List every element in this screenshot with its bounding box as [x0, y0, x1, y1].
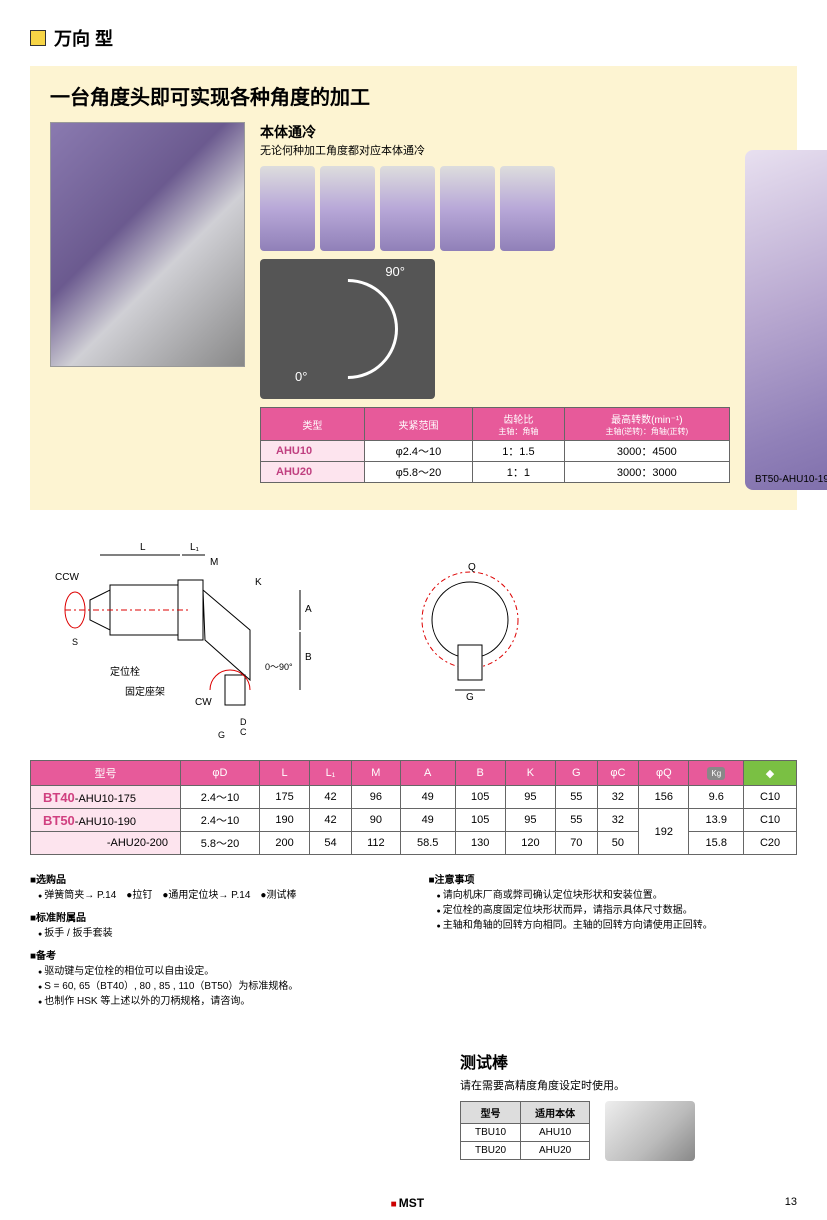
options-heading: 选购品 [30, 871, 399, 886]
th-clamp: 夹紧范围 [364, 408, 472, 441]
test-bar-image [605, 1101, 695, 1161]
std-line: 扳手 / 扳手套装 [38, 926, 399, 941]
swing-range-diagram: 90° 0° [260, 259, 435, 399]
table-row: TBU20AHU20 [461, 1142, 590, 1160]
angle-example-2 [320, 166, 375, 251]
angle-90-label: 90° [385, 264, 405, 279]
table-row: BT50-AHU10-190 2.4～1019042 9049105 95553… [31, 809, 797, 832]
front-view-diagram: Q G [410, 560, 530, 710]
caution-line: 定位栓的高度固定位块形状而异，请指示具体尺寸数据。 [437, 903, 798, 918]
weight-icon: Kg [707, 767, 725, 780]
svg-text:C: C [240, 727, 247, 737]
angle-example-4 [440, 166, 495, 251]
test-bar-title: 测试棒 [460, 1049, 800, 1073]
machining-photo [50, 122, 245, 367]
svg-text:固定座架: 固定座架 [125, 685, 165, 698]
ref-line: S = 60, 65（BT40）, 80 , 85 , 110（BT50）为标准… [38, 979, 399, 994]
ref-line: 驱动键与定位栓的相位可以自由设定。 [38, 964, 399, 979]
mst-logo: MST [391, 1196, 424, 1210]
svg-text:L: L [140, 542, 146, 553]
product-caption: BT50-AHU10-190 [755, 474, 827, 485]
angle-example-1 [260, 166, 315, 251]
table-row: AHU20 φ5.8～20 1：1 3000：3000 [261, 462, 730, 483]
cooling-heading: 本体通冷 [260, 122, 730, 142]
page-title-row: 万向 型 [30, 25, 797, 51]
svg-text:K: K [255, 577, 262, 588]
svg-text:G: G [466, 692, 474, 703]
test-bar-table: 型号适用本体 TBU10AHU10 TBU20AHU20 [460, 1101, 590, 1160]
main-spec-table: 型号 φDL L₁M AB KG φCφQ Kg ◆ BT40-AHU10-17… [30, 760, 797, 855]
caution-heading: 注意事项 [429, 871, 798, 886]
ref-heading: 备考 [30, 947, 399, 962]
svg-text:S: S [72, 637, 78, 647]
ref-line: 也制作 HSK 等上述以外的刀柄规格，请咨询。 [38, 994, 399, 1009]
caution-line: 主轴和角轴的回转方向相同。主轴的回转方向请使用正回转。 [437, 918, 798, 933]
angle-examples [260, 166, 730, 251]
side-view-diagram: CCW CW S L L₁ M K A B 0～90° D C G 定位栓 固定… [50, 530, 370, 740]
test-bar-subtitle: 请在需要高精度角度设定时使用。 [460, 1077, 800, 1093]
ahu-product-label: AHU [745, 122, 827, 145]
cw-label: CW [195, 697, 212, 708]
page-number: 13 [785, 1196, 797, 1210]
table-row: BT40-AHU10-175 2.4～1017542 9649105 95553… [31, 786, 797, 809]
ccw-label: CCW [55, 572, 79, 583]
std-heading: 标准附属品 [30, 909, 399, 924]
main-product-image: 冷却液贯穿 φ2.4～20 BT50-AHU10-190 [745, 150, 827, 490]
svg-text:D: D [240, 717, 247, 727]
technical-diagram-section: CCW CW S L L₁ M K A B 0～90° D C G 定位栓 固定… [50, 530, 777, 740]
spec-table-small: 类型 夹紧范围 齿轮比主轴：角轴 最高转数(min⁻¹)主轴(逆转)：角轴(正转… [260, 407, 730, 483]
options-line: 弹簧筒夹→ P.14 ●拉钉 ●通用定位块→ P.14 ●测试棒 [38, 888, 399, 903]
svg-text:定位栓: 定位栓 [110, 665, 140, 678]
hero-title: 一台角度头即可实现各种角度的加工 [50, 81, 777, 110]
hero-section: 一台角度头即可实现各种角度的加工 本体通冷 无论何种加工角度都对应本体通冷 90… [30, 66, 797, 510]
svg-text:0～90°: 0～90° [265, 662, 293, 672]
table-row: AHU10 φ2.4～10 1：1.5 3000：4500 [261, 441, 730, 462]
angle-example-3 [380, 166, 435, 251]
table-row: TBU10AHU10 [461, 1124, 590, 1142]
th-rpm: 最高转数(min⁻¹)主轴(逆转)：角轴(正转) [564, 408, 729, 441]
svg-text:G: G [218, 730, 225, 740]
th-type: 类型 [261, 408, 365, 441]
angle-0-label: 0° [295, 369, 307, 384]
caution-line: 请向机床厂商或弊司确认定位块形状和安装位置。 [437, 888, 798, 903]
cooling-text: 无论何种加工角度都对应本体通冷 [260, 142, 730, 158]
svg-text:Q: Q [468, 562, 476, 573]
page-footer: MST 13 [0, 1186, 827, 1220]
title-marker [30, 30, 46, 46]
svg-text:B: B [305, 652, 312, 663]
notes-section: 选购品 弹簧筒夹→ P.14 ●拉钉 ●通用定位块→ P.14 ●测试棒 标准附… [30, 865, 797, 1009]
svg-text:L₁: L₁ [190, 542, 200, 553]
test-bar-section: 测试棒 请在需要高精度角度设定时使用。 型号适用本体 TBU10AHU10 TB… [460, 1049, 800, 1161]
type-label: 万向 型 [54, 25, 113, 51]
th-ratio: 齿轮比主轴：角轴 [473, 408, 565, 441]
svg-text:M: M [210, 557, 218, 568]
svg-text:A: A [305, 604, 312, 615]
angle-example-5 [500, 166, 555, 251]
